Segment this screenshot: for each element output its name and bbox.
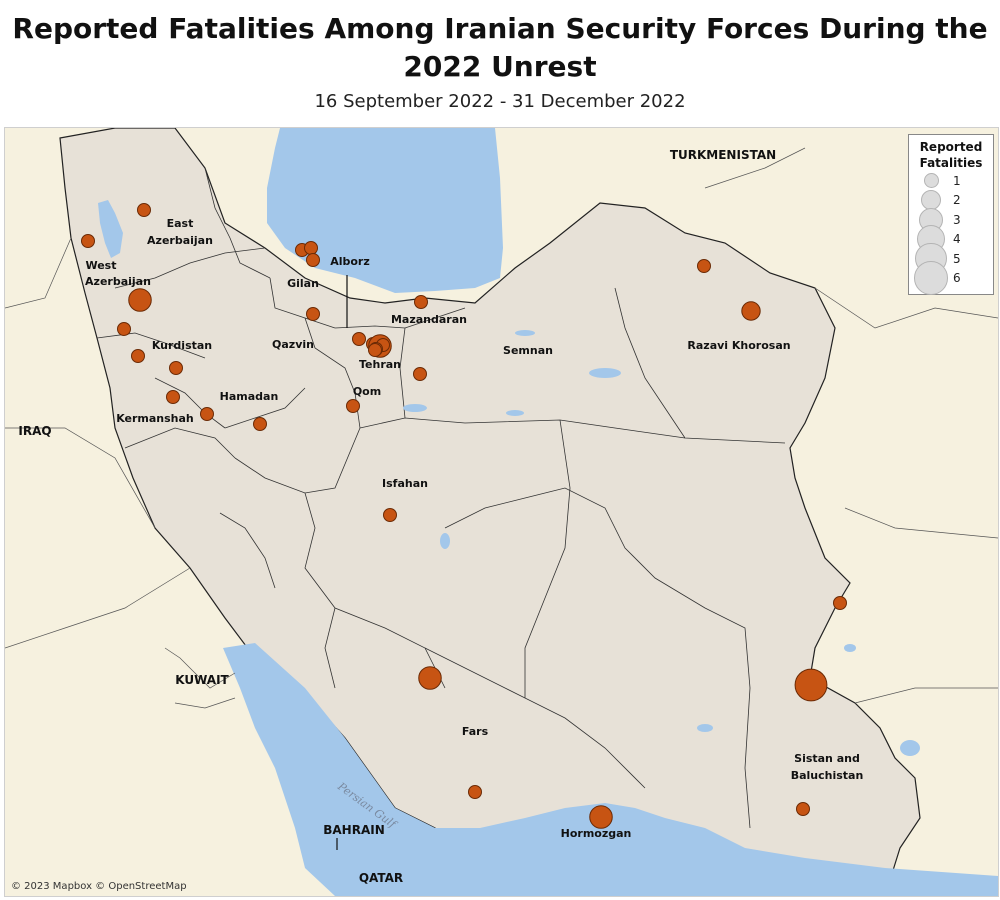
fatality-marker[interactable] [414, 295, 428, 309]
map-subtitle: 16 September 2022 - 31 December 2022 [314, 91, 686, 112]
legend-value: 4 [953, 232, 961, 247]
fatality-marker[interactable] [796, 802, 810, 816]
label-bahrain: BAHRAIN [323, 823, 385, 837]
legend-value: 1 [953, 173, 961, 188]
legend-value: 3 [953, 212, 961, 227]
fatality-markers [81, 203, 847, 829]
label-qazvin: Qazvin [272, 338, 314, 351]
map-title: Reported Fatalities Among Iranian Securi… [12, 12, 988, 83]
map-attribution[interactable]: © 2023 Mapbox © OpenStreetMap [11, 881, 187, 892]
fatality-marker[interactable] [128, 288, 152, 312]
label-isfahan: Isfahan [382, 477, 428, 490]
caspian-sea [267, 128, 503, 293]
fatality-marker[interactable] [383, 508, 397, 522]
lake-urmia [98, 200, 123, 258]
fatality-marker[interactable] [413, 367, 427, 381]
label-tehran: Tehran [359, 358, 401, 371]
label-kurdistan: Kurdistan [152, 339, 212, 352]
label-gilan: Gilan [287, 277, 319, 290]
fatality-marker[interactable] [81, 234, 95, 248]
label-east-azerbaijan-line1: East [167, 217, 194, 230]
fatality-marker[interactable] [117, 322, 131, 336]
fatality-marker[interactable] [169, 361, 183, 375]
map-legend: Reported Fatalities 1 2 3 4 5 6 [908, 134, 994, 296]
legend-row: 1 [909, 171, 993, 191]
fatality-marker[interactable] [352, 332, 366, 346]
label-razavi-khorosan: Razavi Khorosan [687, 339, 790, 352]
legend-value: 2 [953, 193, 961, 208]
legend-title: Reported Fatalities [919, 140, 983, 170]
label-hormozgan: Hormozgan [561, 827, 632, 840]
label-iraq: IRAQ [18, 424, 51, 438]
label-sistan-line1: Sistan and [794, 752, 860, 765]
fatality-marker[interactable] [346, 399, 360, 413]
fatality-marker[interactable] [418, 666, 442, 690]
fatality-marker[interactable] [137, 203, 151, 217]
fatality-marker[interactable] [468, 785, 482, 799]
legend-circle-icon [909, 173, 953, 189]
legend-row: 6 [909, 261, 993, 296]
label-alborz: Alborz [330, 255, 370, 268]
foreign-borders [5, 147, 998, 709]
fatality-marker[interactable] [253, 417, 267, 431]
fatality-marker[interactable] [131, 349, 145, 363]
map-svg[interactable]: TURKMENISTAN IRAQ KUWAIT BAHRAIN QATAR P… [5, 128, 998, 896]
fatality-marker[interactable] [306, 253, 320, 267]
fatality-marker[interactable] [200, 407, 214, 421]
legend-circle-icon [909, 261, 953, 296]
label-sistan-line2: Baluchistan [791, 769, 864, 782]
province-borders [96, 167, 786, 829]
label-kermanshah: Kermanshah [116, 412, 194, 425]
legend-value: 5 [953, 251, 961, 266]
label-qatar: QATAR [359, 871, 403, 885]
fatality-marker[interactable] [166, 390, 180, 404]
label-hamadan: Hamadan [220, 390, 279, 403]
label-mazandaran: Mazandaran [391, 313, 467, 326]
label-turkmenistan: TURKMENISTAN [670, 148, 776, 162]
fatality-marker[interactable] [306, 307, 320, 321]
inland-lakes [403, 330, 920, 756]
legend-rows: 1 2 3 4 5 6 [909, 171, 993, 296]
fatality-marker[interactable] [833, 596, 847, 610]
label-east-azerbaijan-line2: Azerbaijan [147, 234, 213, 247]
persian-gulf [223, 643, 998, 896]
label-west-azerbaijan-line2: Azerbaijan [85, 275, 151, 288]
legend-value: 6 [953, 271, 961, 286]
fatality-marker[interactable] [368, 343, 382, 357]
fatality-marker[interactable] [304, 241, 318, 255]
fatality-marker[interactable] [697, 259, 711, 273]
fatality-marker[interactable] [741, 301, 761, 321]
map-canvas[interactable]: TURKMENISTAN IRAQ KUWAIT BAHRAIN QATAR P… [4, 127, 999, 897]
label-semnan: Semnan [503, 344, 553, 357]
fatality-marker[interactable] [794, 668, 828, 702]
label-qom: Qom [353, 385, 381, 398]
fatality-marker[interactable] [589, 805, 613, 829]
label-west-azerbaijan-line1: West [85, 259, 116, 272]
label-fars: Fars [462, 725, 489, 738]
label-kuwait: KUWAIT [175, 673, 229, 687]
